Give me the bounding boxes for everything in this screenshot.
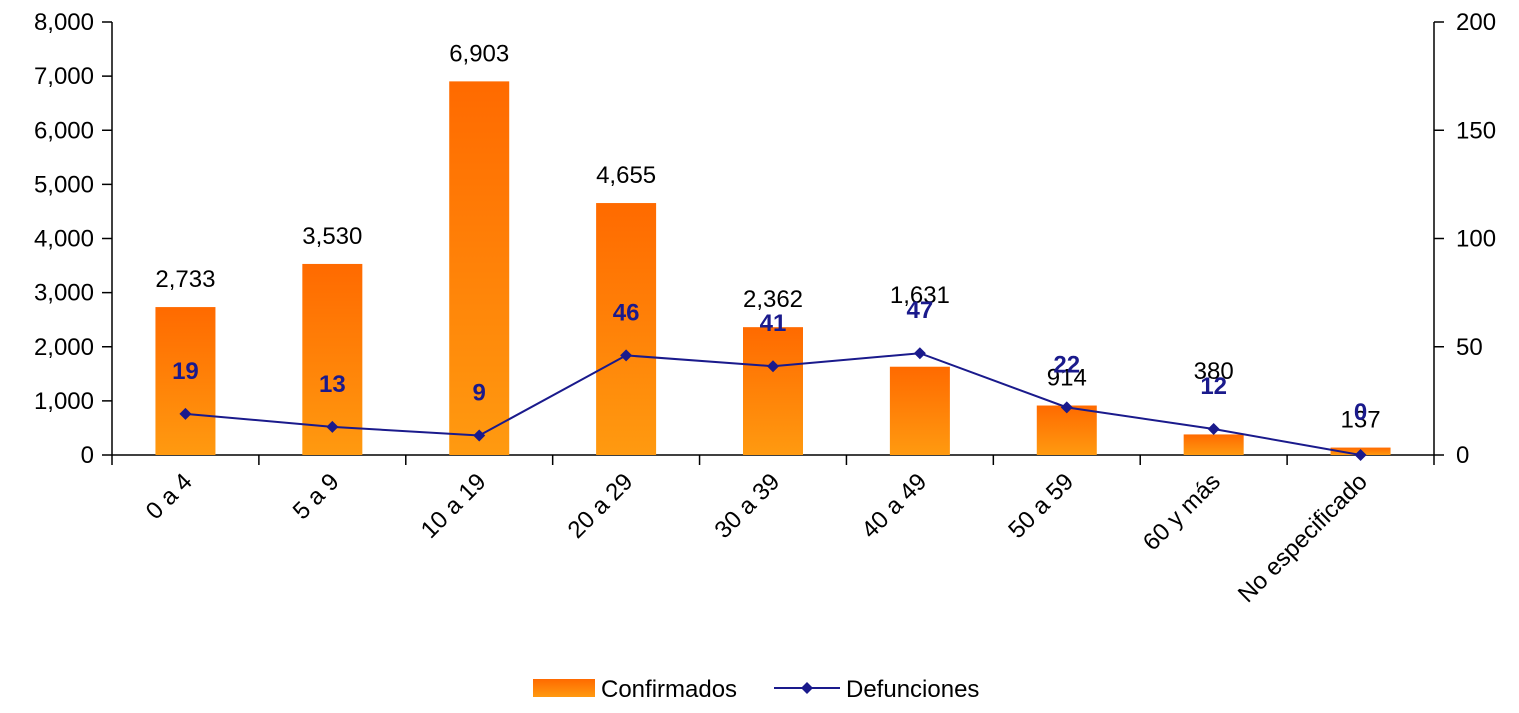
left-tick-label: 1,000 [34, 388, 94, 415]
left-tick-label: 4,000 [34, 226, 94, 253]
right-tick-label: 200 [1456, 9, 1496, 36]
legend: Confirmados Defunciones [533, 676, 979, 703]
bar-data-label: 914 [1047, 365, 1087, 392]
line-point [767, 360, 779, 373]
x-tick-label: 5 a 9 [288, 468, 345, 525]
line-data-label: 13 [319, 371, 346, 398]
left-tick-label: 3,000 [34, 280, 94, 307]
left-tick-label: 5,000 [34, 171, 94, 198]
x-tick-label: No especificado [1233, 468, 1373, 608]
line-data-label: 41 [760, 310, 787, 337]
bar [596, 203, 657, 455]
legend-swatch-confirmados [533, 679, 595, 697]
line-series [179, 347, 1367, 461]
line-point [1207, 423, 1220, 436]
left-tick-label: 0 [81, 442, 94, 469]
bar [155, 307, 216, 455]
right-tick-label: 0 [1456, 442, 1469, 469]
line-point [620, 349, 633, 362]
x-tick-label: 30 a 39 [710, 468, 786, 544]
left-tick-label: 2,000 [34, 334, 94, 361]
x-tick-label: 0 a 4 [141, 468, 198, 525]
line-point [326, 420, 339, 433]
bar-data-label: 3,530 [302, 223, 362, 250]
bar-data-label: 380 [1194, 358, 1234, 385]
x-tick-label: 60 y más [1138, 468, 1226, 556]
x-tick-label: 10 a 19 [416, 468, 492, 544]
line-point [1060, 401, 1073, 414]
left-tick-label: 8,000 [34, 9, 94, 36]
bar [449, 81, 510, 455]
x-tick-label: 50 a 59 [1003, 468, 1079, 544]
left-tick-label: 7,000 [34, 63, 94, 90]
line-data-label: 12 [1200, 373, 1227, 400]
line-point [473, 429, 486, 442]
legend-label-defunciones: Defunciones [846, 676, 979, 703]
bar-data-label: 2,733 [155, 266, 215, 293]
line-data-label: 9 [473, 380, 486, 407]
line-point [913, 347, 926, 360]
bar-data-label: 6,903 [449, 40, 509, 67]
line-point [1354, 449, 1367, 461]
bar-data-label: 2,362 [743, 286, 803, 313]
bar [1036, 405, 1097, 455]
legend-label-confirmados: Confirmados [601, 676, 737, 703]
bar [889, 366, 950, 455]
bar-data-label: 1,631 [890, 282, 950, 309]
bar [743, 327, 803, 455]
right-tick-label: 50 [1456, 334, 1483, 361]
x-tick-label: 20 a 29 [563, 468, 639, 544]
data-labels: 2,733 3,530 6,903 4,655 2,362 1,631 914 380 137 1… [155, 40, 1380, 433]
line-data-label: 19 [172, 358, 199, 385]
bar-data-label: 137 [1341, 407, 1381, 434]
line-data-label: 0 [1354, 399, 1367, 426]
bar-data-label: 4,655 [596, 162, 656, 189]
line-data-label: 46 [613, 299, 640, 326]
right-tick-label: 150 [1456, 117, 1496, 144]
left-tick-label: 6,000 [34, 117, 94, 144]
bar [1183, 434, 1244, 455]
line-point [179, 407, 192, 420]
x-tick-label: 40 a 49 [856, 468, 932, 544]
legend-marker-defunciones [801, 682, 813, 694]
line-data-label: 22 [1053, 351, 1080, 378]
line-data-label: 47 [907, 297, 934, 324]
right-tick-label: 100 [1456, 226, 1496, 253]
